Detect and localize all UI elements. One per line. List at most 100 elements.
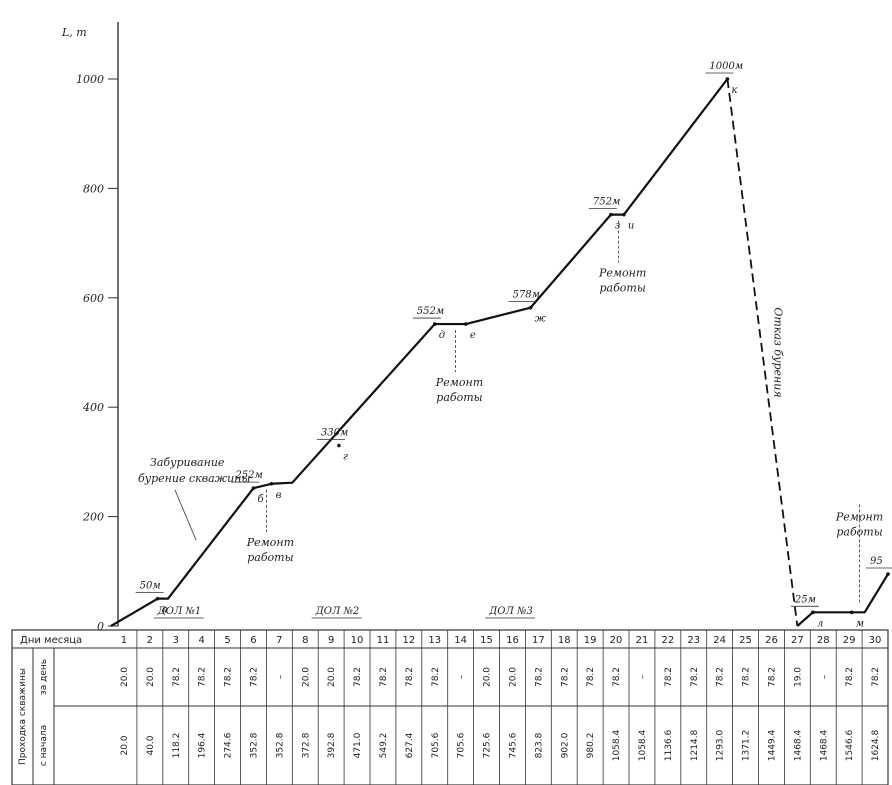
cell-total-6: 352.8 — [249, 732, 259, 758]
point-label-1: б — [257, 494, 264, 505]
cell-day-1: 20.0 — [120, 667, 130, 687]
cell-day-30: 78.2 — [871, 667, 881, 687]
repair-line-1-2: Ремонт — [598, 267, 646, 280]
day-7: 7 — [276, 635, 282, 646]
bit-label-1: ДОЛ №2 — [315, 606, 360, 617]
repair-line-2-3: работы — [836, 525, 882, 538]
day-12: 12 — [402, 635, 415, 646]
cell-total-8: 372.8 — [301, 732, 311, 758]
cell-day-21: – — [638, 674, 648, 679]
cell-total-1: 20.0 — [120, 735, 130, 755]
cell-total-21: 1058.4 — [638, 729, 648, 761]
progress-line-1 — [796, 573, 889, 627]
cell-total-26: 1449.4 — [767, 729, 777, 761]
cell-day-13: 78.2 — [431, 667, 441, 687]
repair-line-1-3: Ремонт — [835, 510, 883, 523]
cell-total-25: 1371.2 — [742, 730, 752, 762]
row-group-label: Проходка скважины — [18, 668, 28, 765]
depth-value-10: 25м — [794, 594, 816, 605]
cell-day-5: 78.2 — [224, 667, 234, 687]
cell-day-27: 19.0 — [793, 667, 803, 687]
repair-line-2-0: работы — [247, 551, 293, 564]
day-27: 27 — [791, 635, 804, 646]
cell-total-12: 627.4 — [405, 732, 415, 758]
bit-label-2: ДОЛ №3 — [488, 606, 533, 617]
point-label-8: и — [628, 221, 634, 232]
point-label-2: в — [276, 490, 282, 501]
day-14: 14 — [454, 635, 467, 646]
point-label-3: г — [343, 451, 348, 462]
cell-total-22: 1136.6 — [664, 729, 674, 761]
cell-total-23: 1214.8 — [690, 729, 700, 761]
cell-total-24: 1293.0 — [716, 729, 726, 761]
cell-total-29: 1546.6 — [845, 729, 855, 761]
day-10: 10 — [351, 635, 364, 646]
drop-note: Отказ бурения — [771, 307, 784, 397]
point-7 — [609, 212, 613, 217]
cell-day-28: – — [819, 674, 829, 679]
y-tick-label-0: 0 — [97, 620, 104, 633]
cell-day-25: 78.2 — [742, 667, 752, 687]
y-tick-label-1: 200 — [82, 511, 104, 524]
repair-line-1-1: Ремонт — [435, 376, 483, 389]
point-label-10: л — [817, 618, 823, 629]
cell-day-17: 78.2 — [534, 667, 544, 687]
point-2 — [269, 481, 274, 486]
depth-value-3: 330м — [321, 427, 348, 438]
day-18: 18 — [558, 635, 571, 646]
cell-total-5: 274.6 — [224, 732, 234, 758]
y-tick-label-4: 800 — [83, 182, 104, 195]
y-tick-label-2: 400 — [82, 401, 104, 414]
cell-day-4: 78.2 — [198, 667, 208, 687]
cell-total-9: 392.8 — [327, 732, 337, 758]
point-label-9: к — [731, 85, 737, 96]
cell-total-17: 823.8 — [534, 732, 544, 758]
y-axis-label: L, m — [61, 26, 87, 39]
cell-day-12: 78.2 — [405, 667, 415, 687]
table-frame — [11, 629, 889, 785]
day-22: 22 — [661, 635, 674, 646]
day-29: 29 — [843, 635, 856, 646]
cell-day-22: 78.2 — [664, 667, 674, 687]
repair-line-2-2: работы — [599, 282, 645, 295]
point-11 — [849, 610, 854, 615]
row2-label: с начала — [39, 725, 49, 766]
day-19: 19 — [584, 635, 597, 646]
axes: L, m 0 200 400 600 800 1000 — [61, 22, 119, 633]
repair-line-2-1: работы — [436, 391, 482, 404]
point-1 — [251, 486, 256, 490]
day-24: 24 — [713, 635, 726, 646]
cell-day-19: 78.2 — [586, 667, 596, 687]
start-note-line-1: Забуривание — [150, 456, 225, 469]
cell-day-11: 78.2 — [379, 667, 389, 687]
cell-total-10: 471.0 — [353, 732, 363, 758]
day-5: 5 — [224, 635, 230, 646]
day-21: 21 — [636, 635, 649, 646]
cell-total-2: 40.0 — [146, 735, 156, 755]
row1-label: за день — [39, 659, 49, 695]
point-3 — [337, 443, 341, 448]
cell-total-20: 1058.4 — [612, 729, 622, 761]
drop-line — [726, 78, 799, 627]
cell-day-23: 78.2 — [690, 667, 700, 687]
cell-day-7: – — [275, 674, 285, 679]
cell-day-18: 78.2 — [560, 667, 570, 687]
point-label-5: е — [470, 330, 476, 341]
depth-value-12: 95 — [870, 556, 883, 567]
y-tick-label-5: 1000 — [76, 73, 104, 86]
cell-day-2: 20.0 — [146, 667, 156, 687]
depth-value-4: 552м — [417, 306, 444, 317]
point-6 — [528, 305, 533, 310]
day-3: 3 — [173, 635, 179, 646]
cell-day-29: 78.2 — [845, 667, 855, 687]
day-25: 25 — [739, 635, 752, 646]
cell-day-10: 78.2 — [353, 667, 363, 687]
cell-total-18: 902.0 — [560, 732, 570, 758]
repair-line-1-0: Ремонт — [246, 536, 294, 549]
cell-total-27: 1468.4 — [793, 729, 803, 761]
y-tick-label-3: 600 — [83, 292, 104, 305]
progress-line-0 — [110, 78, 729, 627]
cell-total-28: 1468.4 — [819, 729, 829, 761]
day-17: 17 — [532, 635, 545, 646]
cell-total-3: 118.2 — [172, 733, 182, 759]
